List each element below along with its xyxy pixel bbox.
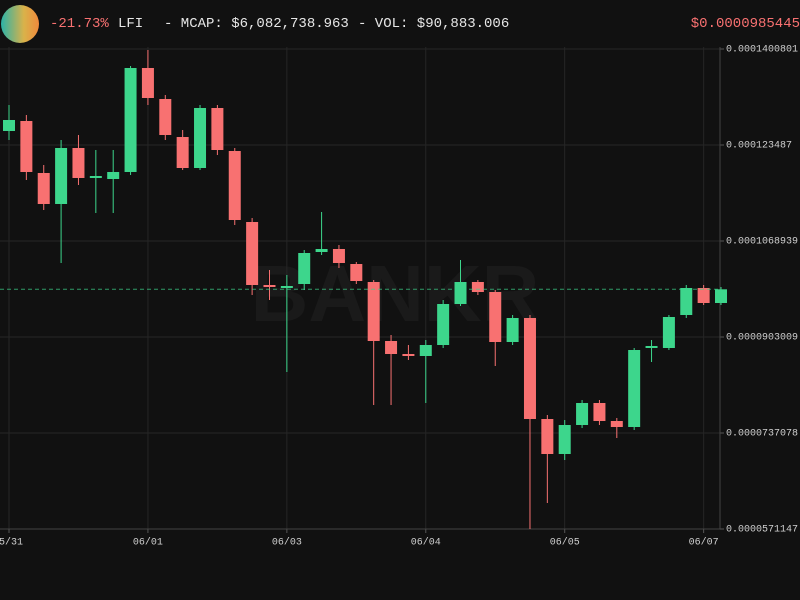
candle-body xyxy=(280,285,293,288)
candle-body xyxy=(558,424,571,455)
candle-body xyxy=(628,349,641,427)
candle-body xyxy=(437,303,450,346)
candle-body xyxy=(72,147,85,178)
price: $0.0000985445 xyxy=(690,16,800,32)
mcap: - MCAP: $6,082,738.963 xyxy=(164,16,349,32)
candle-body xyxy=(402,353,415,356)
candle-body xyxy=(263,284,276,288)
candle-body xyxy=(489,291,502,342)
candle-body xyxy=(315,248,328,252)
candle-body xyxy=(697,287,710,303)
candle-body xyxy=(124,67,137,172)
candle-body xyxy=(471,281,484,292)
candle-body xyxy=(159,98,172,135)
volume: - VOL: $90,883.006 xyxy=(358,16,510,32)
x-tick-label: 06/07 xyxy=(689,537,719,549)
x-tick-label: 5/31 xyxy=(0,537,23,549)
y-tick-label: 0.0000737078 xyxy=(726,429,798,440)
candle-body xyxy=(55,147,68,204)
candle-body xyxy=(610,420,623,427)
candle-body xyxy=(228,150,241,220)
candle-body xyxy=(350,263,363,281)
y-tick-label: 0.0001068939 xyxy=(726,237,798,248)
candle-body xyxy=(576,403,589,425)
candle-body xyxy=(20,120,33,172)
y-tick-label: 0.0000571147 xyxy=(726,525,798,536)
candle-body xyxy=(523,317,536,419)
candle-body xyxy=(593,403,606,421)
candle-body xyxy=(3,119,15,131)
y-tick-label: 0.0000903009 xyxy=(726,333,798,344)
y-tick-label: 0.000123487 xyxy=(726,141,792,152)
candle-body xyxy=(176,136,189,168)
candle-body xyxy=(367,281,380,341)
candle-body xyxy=(419,345,432,356)
candle-body xyxy=(385,340,398,354)
header: -21.73% LFI - MCAP: $6,082,738.963 - VOL… xyxy=(0,0,800,48)
x-tick-label: 06/03 xyxy=(272,537,302,549)
token-logo xyxy=(1,5,39,43)
candle-body xyxy=(506,317,519,342)
candle-body xyxy=(645,345,658,348)
candle-body xyxy=(37,172,50,204)
x-tick-label: 06/05 xyxy=(550,537,580,549)
x-tick-label: 06/01 xyxy=(133,537,163,549)
candle-body xyxy=(662,316,675,348)
candle-body xyxy=(680,287,693,315)
candle-body xyxy=(89,175,102,178)
candle-body xyxy=(246,221,259,285)
candle-body xyxy=(715,289,727,303)
candle-body xyxy=(541,418,554,455)
y-tick-label: 0.0001400801 xyxy=(726,45,798,56)
change: -21.73% xyxy=(50,16,109,32)
candle-body xyxy=(454,281,467,304)
candle-body xyxy=(141,67,154,98)
candle-body xyxy=(211,107,224,150)
x-tick-label: 06/04 xyxy=(411,537,441,549)
candle-body xyxy=(194,107,207,168)
symbol: LFI xyxy=(118,16,144,32)
candle-body xyxy=(332,248,345,263)
candle-body xyxy=(107,171,120,179)
candle-body xyxy=(298,252,311,284)
